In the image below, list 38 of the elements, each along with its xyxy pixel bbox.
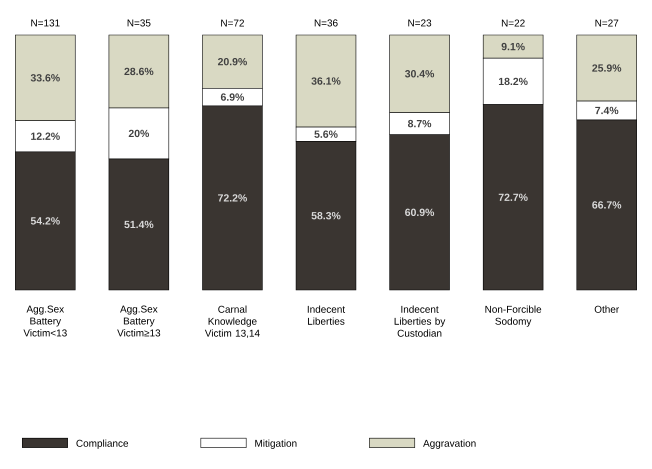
x-tick-label: Other — [594, 306, 620, 313]
x-tick-label: Indecent Liberties — [308, 306, 346, 325]
annotation: N=36 — [314, 19, 338, 26]
data-label: 36.1% — [311, 77, 341, 85]
annotation: N=35 — [128, 19, 150, 26]
x-tick-label: Agg.Sex Battery Victim≥13 — [117, 306, 160, 336]
data-label: 20% — [128, 130, 150, 138]
legend-label: Compliance — [76, 440, 128, 449]
annotation: N=22 — [502, 20, 525, 26]
data-label: 25.9% — [592, 64, 622, 72]
data-label: 33.6% — [30, 74, 60, 82]
annotation: N=72 — [221, 20, 244, 26]
data-label: 28.6% — [124, 68, 154, 76]
data-label: 72.7% — [498, 194, 528, 201]
x-tick-label: Indecent Liberties by Custodian — [394, 306, 446, 337]
data-label: 12.2% — [31, 132, 60, 140]
data-label: 58.3% — [312, 212, 341, 220]
data-label: 8.7% — [408, 120, 432, 128]
data-label: 66.7% — [592, 201, 622, 209]
data-label: 6.9% — [220, 93, 244, 101]
legend-label: Mitigation — [255, 440, 296, 449]
annotation: N=131 — [31, 19, 60, 26]
legend-label: Aggravation — [423, 440, 476, 449]
data-label: 20.9% — [218, 58, 247, 66]
x-tick-label: Carnal Knowledge Victim 13,14 — [204, 306, 260, 338]
data-label: 5.6% — [314, 130, 338, 138]
data-label: 7.4% — [595, 106, 618, 114]
x-tick-label: Non-Forcible Sodomy — [485, 306, 542, 327]
annotation: N=23 — [408, 19, 432, 26]
annotation: N=27 — [595, 20, 618, 26]
data-label: 30.4% — [404, 70, 434, 78]
x-tick-label: Agg.Sex Battery Victim<13 — [23, 306, 67, 336]
data-label: 51.4% — [124, 220, 154, 228]
data-label: 60.9% — [405, 208, 434, 216]
data-label: 9.1% — [502, 42, 525, 50]
data-label: 54.2% — [30, 217, 60, 225]
data-label: 72.2% — [218, 194, 247, 202]
data-label: 18.2% — [498, 78, 528, 86]
